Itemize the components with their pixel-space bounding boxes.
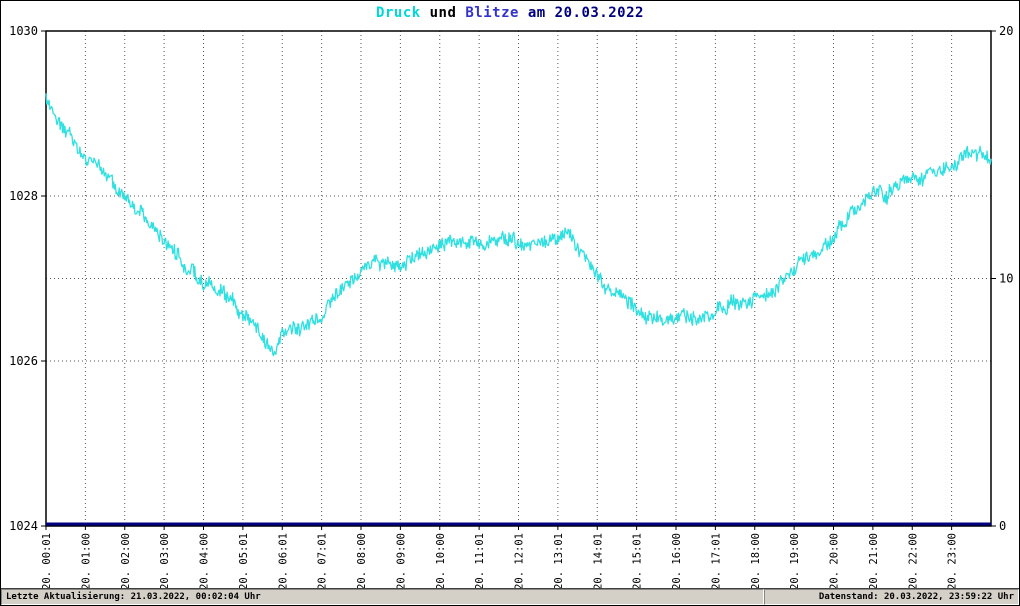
x-axis-label: 20. 04:00 [199,533,211,589]
chart-title: Druck und Blitze am 20.03.2022 [1,5,1019,21]
x-axis-label: 20. 15:01 [632,533,644,589]
x-axis-label: 20. 17:01 [710,533,722,589]
last-update-text: Letzte Aktualisierung: 21.03.2022, 00:02… [1,589,764,605]
x-axis-label: 20. 14:01 [592,533,604,589]
x-axis-label: 20. 03:00 [159,533,171,589]
x-axis-label: 20. 07:01 [317,533,329,589]
title-druck-label: Druck [376,5,421,21]
x-axis-label: 20. 02:00 [120,533,132,589]
x-axis-label: 20. 23:00 [947,533,959,589]
y-axis-right-label: 10 [999,272,1013,286]
y-axis-left-label: 1026 [9,354,38,368]
title-und-label: und [420,5,466,21]
x-axis-label: 20. 00:01 [41,533,53,589]
title-date-label: am 20.03.2022 [518,5,644,21]
y-axis-left-label: 1024 [9,519,38,533]
y-axis-right-label: 0 [999,519,1006,533]
pressure-chart: 1030 1028 1026 1024 20 10 0 20. 00:01 20. 01:00 2… [9,24,1013,589]
x-axis-label: 20. 18:00 [750,533,762,589]
y-axis-left-label: 1030 [9,24,38,38]
x-axis-label: 20. 01:00 [80,533,92,589]
x-axis-label: 20. 09:00 [395,533,407,589]
x-axis-label: 20. 13:01 [553,533,565,589]
x-axis-label: 20. 20:00 [829,533,841,589]
x-axis-label: 20. 21:00 [868,533,880,589]
y-axis-left-label: 1028 [9,189,38,203]
x-axis-label: 20. 11:01 [474,533,486,589]
x-axis-label: 20. 12:01 [514,533,526,589]
status-bar: Letzte Aktualisierung: 21.03.2022, 00:02… [1,588,1019,605]
druck-series-line [45,93,992,357]
x-axis-label: 20. 19:00 [789,533,801,589]
x-axis-label: 20. 08:00 [356,533,368,589]
y-axis-right-label: 20 [999,24,1013,38]
title-blitze-label: Blitze [465,5,519,21]
x-axis-label: 20. 22:00 [907,533,919,589]
x-axis-label: 20. 16:00 [671,533,683,589]
x-axis-label: 20. 10:00 [435,533,447,589]
x-axis-label: 20. 05:01 [238,533,250,589]
x-axis-label: 20. 06:01 [277,533,289,589]
data-timestamp-text: Datenstand: 20.03.2022, 23:59:22 Uhr [764,589,1019,605]
